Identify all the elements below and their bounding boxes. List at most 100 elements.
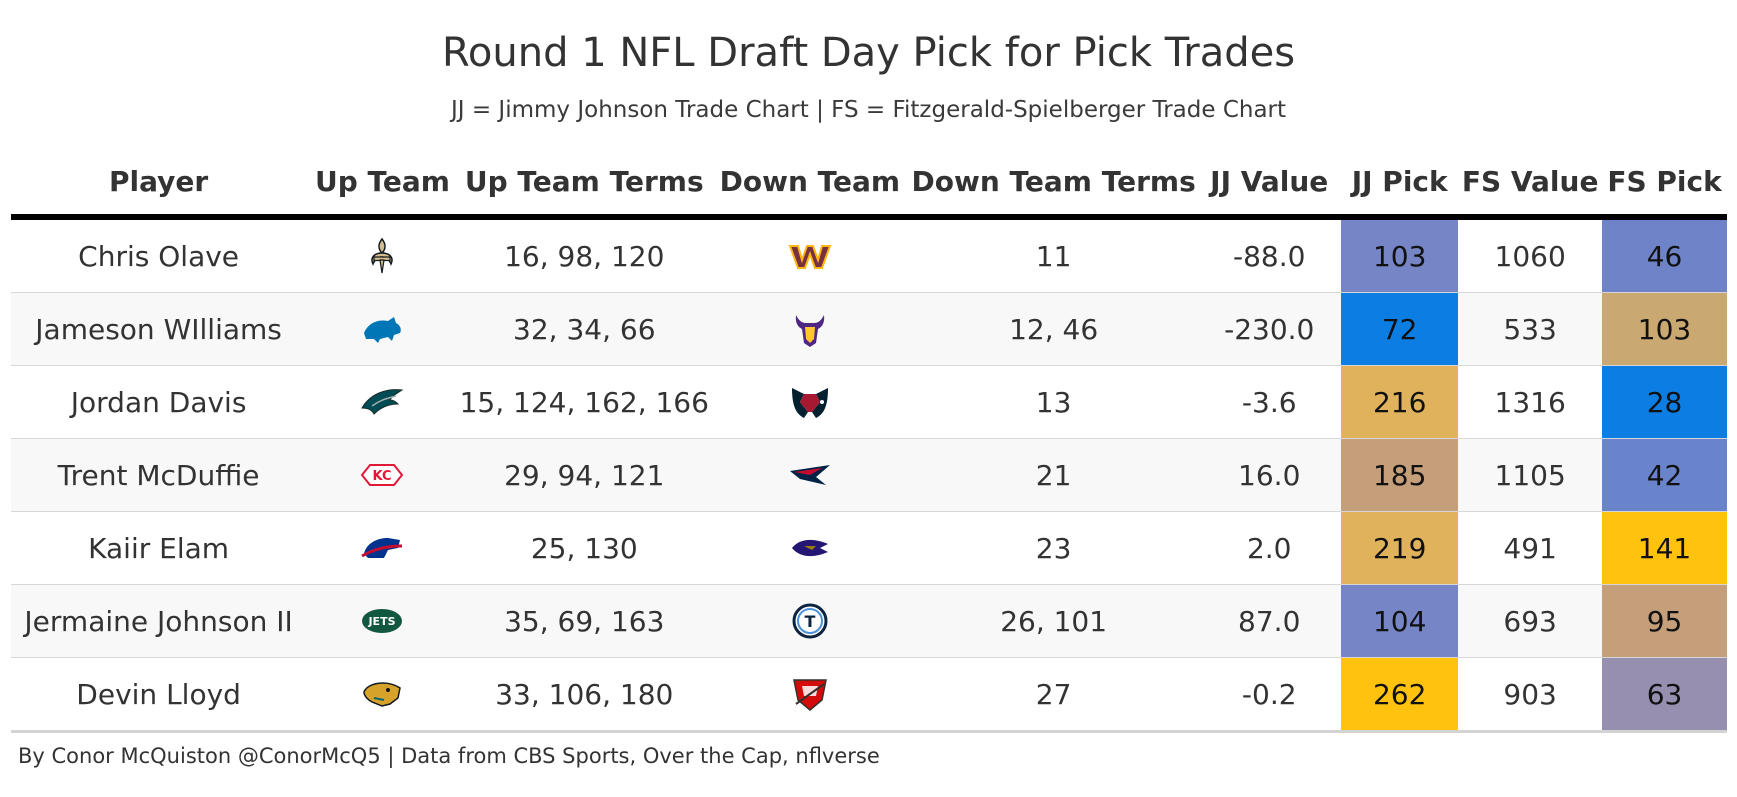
fs-pick-cell: 95: [1602, 584, 1727, 658]
up-team-cell: [306, 292, 459, 366]
jj-value-cell: -0.2: [1197, 657, 1342, 733]
jj-value-cell: -88.0: [1233, 239, 1306, 273]
jj-value-cell: -3.6: [1197, 365, 1342, 439]
titans-logo-icon: T: [786, 601, 834, 641]
col-header-jj-pick: JJ Pick: [1341, 148, 1459, 220]
table-row: Chris Olave 16, 98, 120 11 -88.0 103 1060 46: [11, 217, 1727, 293]
jj-pick-cell: 216: [1341, 365, 1459, 439]
down-team-terms-cell: 11: [1035, 239, 1072, 273]
saints-logo-icon: [358, 236, 406, 276]
up-team-cell: JETS: [306, 584, 459, 658]
down-team-cell: [710, 217, 910, 293]
jj-pick-cell: 262: [1341, 657, 1459, 733]
up-team-terms-cell: 16, 98, 120: [504, 239, 665, 273]
jj-pick-cell: 104: [1341, 584, 1459, 658]
down-team-terms-cell: 13: [909, 365, 1198, 439]
table-row: Jordan Davis 15, 124, 162, 166 13 -3.6 216 13…: [11, 365, 1727, 439]
player-cell: Trent McDuffie: [11, 438, 307, 512]
jj-pick-cell: 72: [1341, 292, 1459, 366]
fs-value-cell: 491: [1458, 511, 1603, 585]
fs-value-cell: 533: [1458, 292, 1603, 366]
player-cell: Jameson WIlliams: [11, 292, 307, 366]
header-row: Player Up Team Up Team Terms Down Team D…: [11, 148, 1727, 220]
jj-value-cell: 87.0: [1197, 584, 1342, 658]
fs-value-cell: 1316: [1458, 365, 1603, 439]
jj-value-cell: 2.0: [1197, 511, 1342, 585]
up-team-terms-cell: 25, 130: [458, 511, 710, 585]
down-team-cell: [709, 511, 910, 585]
jaguars-logo-icon: [358, 674, 406, 714]
svg-text:KC: KC: [373, 469, 392, 484]
buccaneers-logo-icon: [786, 674, 834, 714]
ravens-logo-icon: [786, 528, 834, 568]
jj-value-cell: 16.0: [1197, 438, 1342, 512]
up-team-cell: [306, 217, 459, 293]
down-team-terms-cell: 26, 101: [909, 584, 1198, 658]
svg-text:JETS: JETS: [368, 615, 396, 628]
table-row: Jermaine Johnson II JETS 35, 69, 163 T 26, 1…: [11, 584, 1727, 658]
up-team-cell: KC: [306, 438, 459, 512]
col-header-player: Player: [11, 148, 307, 220]
table-row: Kaiir Elam 25, 130 23 2.0 219 491 141: [11, 511, 1727, 585]
col-header-down-team-terms: Down Team Terms: [909, 148, 1198, 220]
up-team-terms-cell: 29, 94, 121: [458, 438, 710, 512]
table-row: Trent McDuffie KC 29, 94, 121 21 16.0 185 1105…: [11, 438, 1727, 512]
up-team-terms-cell: 33, 106, 180: [458, 657, 710, 733]
fs-pick-cell: 103: [1602, 292, 1727, 366]
col-header-up-team: Up Team: [306, 148, 459, 220]
page-subtitle: JJ = Jimmy Johnson Trade Chart | FS = Fi…: [450, 97, 1287, 123]
fs-value-cell: 903: [1458, 657, 1603, 733]
fs-pick-cell: 28: [1602, 365, 1727, 439]
col-header-fs-value: FS Value: [1458, 148, 1603, 220]
down-team-cell: T: [709, 584, 910, 658]
down-team-cell: [709, 438, 910, 512]
col-header-down-team: Down Team: [709, 148, 910, 220]
commanders-logo-icon: [786, 236, 834, 276]
bills-logo-icon: [358, 528, 406, 568]
down-team-cell: [709, 365, 910, 439]
trades-table: Player Up Team Up Team Terms Down Team D…: [11, 148, 1727, 733]
col-header-fs-pick: FS Pick: [1602, 148, 1727, 220]
player-cell: Devin Lloyd: [11, 657, 307, 733]
player-cell: Chris Olave: [78, 239, 240, 273]
player-cell: Kaiir Elam: [11, 511, 307, 585]
svg-text:T: T: [804, 612, 815, 631]
fs-pick-cell: 42: [1602, 438, 1727, 512]
footer-credit: By Conor McQuiston @ConorMcQ5 | Data fro…: [18, 744, 880, 768]
chiefs-logo-icon: KC: [358, 455, 406, 495]
up-team-cell: [306, 365, 459, 439]
down-team-terms-cell: 12, 46: [909, 292, 1198, 366]
texans-logo-icon: [786, 382, 834, 422]
up-team-cell: [306, 511, 459, 585]
col-header-up-team-terms: Up Team Terms: [458, 148, 710, 220]
fs-pick-cell: 63: [1602, 657, 1727, 733]
table-row: Jameson WIlliams 32, 34, 66 12, 46 -230.0 72…: [11, 292, 1727, 366]
jj-pick-cell: 103: [1341, 217, 1459, 293]
fs-pick-cell: 46: [1602, 217, 1727, 293]
player-cell: Jermaine Johnson II: [11, 584, 307, 658]
lions-logo-icon: [358, 309, 406, 349]
table-row: Devin Lloyd 33, 106, 180 27 -0.2 262 903 63: [11, 657, 1727, 733]
up-team-terms-cell: 32, 34, 66: [458, 292, 710, 366]
down-team-terms-cell: 21: [909, 438, 1198, 512]
fs-value-cell: 693: [1458, 584, 1603, 658]
jj-value-cell: -230.0: [1197, 292, 1342, 366]
down-team-cell: [709, 657, 910, 733]
col-header-jj-value: JJ Value: [1197, 148, 1342, 220]
jets-logo-icon: JETS: [358, 601, 406, 641]
jj-pick-cell: 185: [1341, 438, 1459, 512]
fs-pick-cell: 141: [1602, 511, 1727, 585]
player-cell: Jordan Davis: [11, 365, 307, 439]
up-team-terms-cell: 35, 69, 163: [458, 584, 710, 658]
jj-pick-cell: 219: [1341, 511, 1459, 585]
up-team-terms-cell: 15, 124, 162, 166: [458, 365, 710, 439]
down-team-terms-cell: 23: [909, 511, 1198, 585]
eagles-logo-icon: [358, 382, 406, 422]
page-title: Round 1 NFL Draft Day Pick for Pick Trad…: [441, 30, 1296, 76]
down-team-cell: [709, 292, 910, 366]
fs-value-cell: 1105: [1458, 438, 1603, 512]
up-team-cell: [306, 657, 459, 733]
fs-value-cell: 1060: [1494, 239, 1566, 273]
vikings-logo-icon: [786, 309, 834, 349]
